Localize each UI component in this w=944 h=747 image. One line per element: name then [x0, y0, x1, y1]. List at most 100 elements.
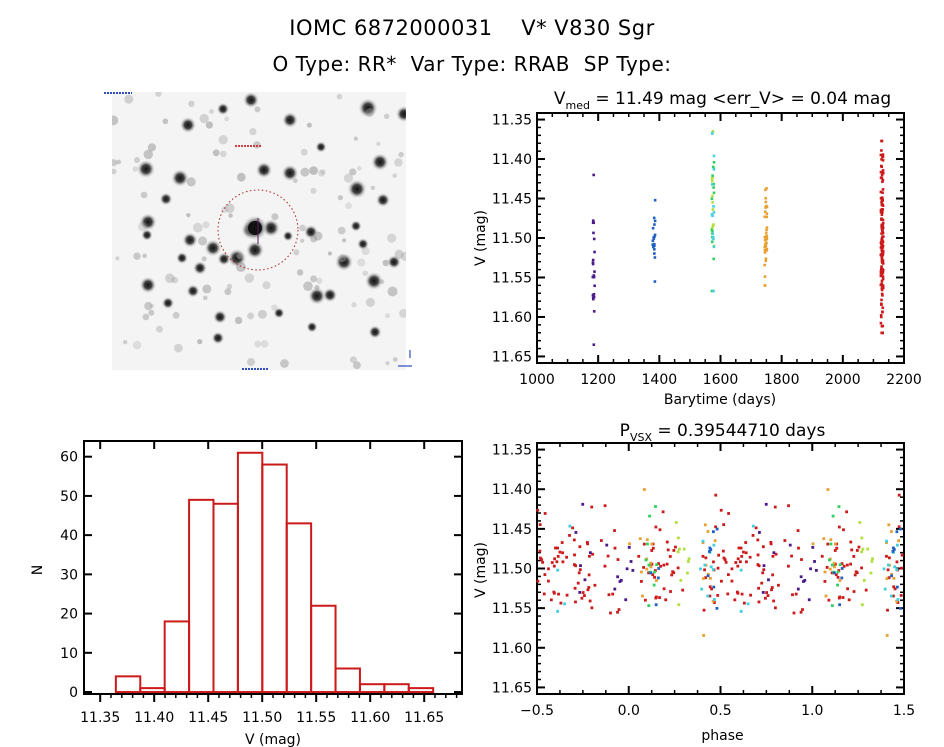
ph-data-point — [840, 567, 844, 570]
ph-data-point — [653, 570, 656, 574]
ph-data-point — [860, 550, 864, 554]
ph-data-point — [860, 566, 864, 570]
hist-x-tick-label: 11.35 — [80, 710, 120, 726]
ph-data-point — [629, 560, 633, 563]
finder-faint-star — [143, 149, 153, 160]
finder-faint-star — [249, 128, 257, 136]
finder-faint-star — [197, 338, 203, 345]
ph-data-point — [606, 554, 610, 558]
ph-data-point — [624, 598, 628, 602]
ph-data-point — [607, 593, 611, 597]
finder-faint-star — [271, 213, 279, 221]
ph-x-tick-label: 0.0 — [618, 703, 640, 719]
hist-y-axis-label: N — [30, 565, 46, 575]
lc-data-point — [880, 217, 883, 220]
ph-data-point — [756, 538, 760, 542]
ph-data-point — [740, 592, 744, 596]
lc-data-point — [653, 280, 657, 283]
ph-data-point — [682, 547, 686, 551]
ph-data-point — [850, 548, 854, 552]
ph-data-point — [774, 552, 778, 556]
lc-data-point — [881, 169, 885, 172]
finder-star — [179, 116, 197, 134]
ph-data-point — [891, 594, 895, 598]
ph-data-point — [591, 552, 594, 556]
ph-data-point — [772, 599, 776, 603]
lc-data-point — [879, 283, 883, 287]
ph-data-point — [708, 546, 712, 550]
ph-data-point — [864, 588, 868, 592]
lc-data-point — [711, 232, 715, 236]
plot-title-types: O Type: RR* Var Type: RRAB SP Type: — [0, 52, 944, 76]
finder-faint-star — [124, 94, 134, 104]
ph-data-point — [717, 553, 721, 557]
ph-data-point — [749, 593, 752, 597]
ph-data-point — [549, 598, 553, 602]
ph-data-point — [890, 530, 893, 533]
lc-data-point — [880, 198, 884, 202]
ph-data-point — [651, 546, 655, 550]
finder-star — [347, 179, 367, 199]
lc-data-point — [879, 196, 883, 200]
ph-data-point — [897, 525, 901, 529]
o-type-label: O Type: — [272, 52, 351, 76]
lc-x-tick-label: 1200 — [580, 372, 616, 388]
finder-star — [161, 296, 175, 310]
lc-data-point — [710, 183, 714, 186]
ph-data-point — [838, 579, 842, 582]
ph-data-point — [836, 583, 840, 587]
ph-data-point — [724, 560, 728, 564]
hist-x-tick-label: 11.40 — [134, 710, 174, 726]
ph-y-tick-label: 11.50 — [492, 562, 532, 578]
lc-x-axis-label: Barytime (days) — [664, 392, 776, 408]
ph-data-point — [800, 558, 803, 561]
ph-data-point — [849, 562, 853, 566]
ph-data-point — [891, 550, 895, 553]
ph-data-point — [838, 595, 842, 599]
ph-data-point — [715, 527, 719, 531]
ph-data-point — [645, 567, 649, 571]
ph-data-point — [895, 543, 899, 547]
ph-data-point — [893, 587, 897, 591]
finder-faint-star — [365, 297, 376, 308]
ph-data-point — [552, 590, 556, 594]
ph-data-point — [811, 545, 815, 549]
ph-data-point — [722, 556, 726, 560]
ph-data-point — [886, 563, 890, 567]
ph-data-point — [708, 594, 712, 598]
ph-data-point — [616, 575, 620, 579]
lc-data-point — [711, 194, 714, 198]
ph-data-point — [568, 534, 571, 537]
finder-star — [242, 92, 260, 109]
ph-data-point — [613, 587, 617, 591]
lc-data-point — [712, 154, 716, 158]
ph-data-point — [587, 586, 591, 589]
ph-data-point — [715, 606, 719, 610]
finder-faint-star — [352, 361, 361, 370]
lc-data-point — [881, 250, 885, 254]
lc-data-point — [651, 239, 655, 243]
finder-faint-star — [394, 158, 403, 167]
ph-data-point — [709, 565, 713, 569]
finder-faint-star — [314, 284, 320, 291]
ph-data-point — [773, 505, 777, 509]
lc-data-point — [592, 343, 596, 347]
finder-faint-star — [155, 92, 162, 97]
ph-data-point — [883, 587, 887, 591]
ph-data-point — [540, 558, 543, 561]
lc-y-tick-label: 11.50 — [492, 231, 532, 247]
ph-data-point — [644, 558, 648, 562]
ph-data-point — [700, 587, 704, 591]
lc-data-point — [881, 188, 885, 191]
finder-faint-star — [300, 148, 308, 156]
lc-data-point — [653, 256, 657, 259]
ph-data-point — [852, 590, 856, 593]
ph-data-point — [580, 596, 584, 600]
ph-data-point — [895, 599, 898, 603]
ph-x-tick-label: 1.5 — [893, 703, 915, 719]
finder-faint-star — [122, 339, 128, 345]
ph-data-point — [536, 508, 540, 512]
finder-faint-star — [385, 361, 390, 366]
ph-data-point — [830, 563, 834, 567]
finder-faint-star — [337, 226, 346, 235]
